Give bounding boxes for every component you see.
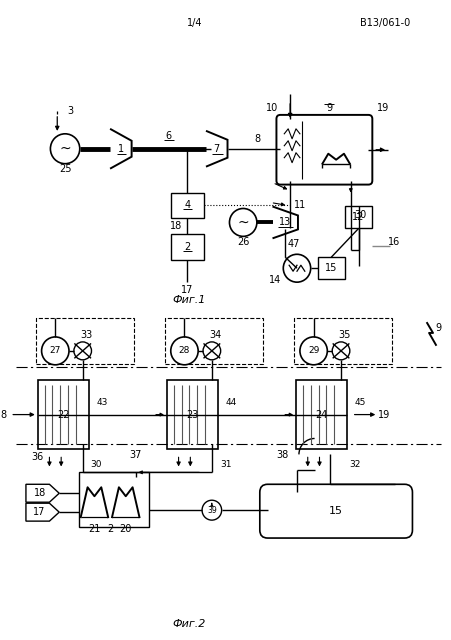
- Text: Фиг.1: Фиг.1: [172, 295, 206, 305]
- Text: 47: 47: [287, 239, 299, 250]
- Circle shape: [41, 337, 69, 365]
- Text: 24: 24: [314, 410, 327, 420]
- Text: 30: 30: [91, 460, 102, 469]
- Text: 30: 30: [354, 211, 366, 220]
- Text: 14: 14: [269, 275, 281, 285]
- Bar: [344, 207, 372, 228]
- Text: 9: 9: [435, 323, 441, 333]
- Text: 22: 22: [57, 410, 69, 420]
- Circle shape: [229, 209, 256, 236]
- Circle shape: [283, 254, 310, 282]
- Text: 38: 38: [276, 451, 288, 460]
- Text: 45: 45: [354, 398, 365, 407]
- Circle shape: [202, 342, 220, 360]
- Bar: [317, 257, 344, 279]
- Bar: [165, 318, 262, 364]
- Text: 28: 28: [179, 346, 190, 355]
- Bar: [294, 318, 391, 364]
- Text: 29: 29: [307, 346, 318, 355]
- Text: 15: 15: [328, 506, 342, 516]
- Text: 44: 44: [226, 398, 236, 407]
- Text: 2: 2: [107, 524, 113, 534]
- Text: 33: 33: [80, 330, 92, 340]
- FancyBboxPatch shape: [276, 115, 372, 184]
- Text: 39: 39: [207, 506, 216, 515]
- Text: 19: 19: [376, 103, 388, 113]
- Text: 10: 10: [266, 103, 278, 113]
- Text: 13: 13: [279, 218, 291, 227]
- Text: 31: 31: [219, 460, 231, 469]
- Text: 23: 23: [186, 410, 198, 420]
- Circle shape: [170, 337, 198, 365]
- Bar: [78, 472, 149, 527]
- Circle shape: [331, 342, 349, 360]
- Bar: [295, 380, 346, 449]
- Text: 1/4: 1/4: [186, 19, 202, 28]
- Text: 12: 12: [352, 212, 364, 223]
- Circle shape: [51, 134, 79, 164]
- Text: 11: 11: [293, 200, 305, 211]
- Text: 25: 25: [59, 164, 71, 173]
- Text: 43: 43: [97, 398, 108, 407]
- Text: 20: 20: [120, 524, 132, 534]
- Text: 3: 3: [67, 106, 73, 116]
- Text: 34: 34: [209, 330, 221, 340]
- Text: 35: 35: [338, 330, 350, 340]
- Text: 19: 19: [377, 410, 389, 420]
- Text: B13/061-0: B13/061-0: [359, 19, 409, 28]
- Text: 15: 15: [324, 263, 337, 273]
- Text: 32: 32: [348, 460, 359, 469]
- Circle shape: [299, 337, 327, 365]
- Bar: [170, 234, 203, 260]
- Circle shape: [202, 500, 221, 520]
- Text: 18: 18: [33, 488, 46, 499]
- Text: 16: 16: [387, 237, 399, 247]
- Bar: [166, 380, 217, 449]
- FancyBboxPatch shape: [259, 484, 411, 538]
- Text: 2: 2: [184, 243, 190, 252]
- Polygon shape: [26, 484, 59, 502]
- Text: 18: 18: [169, 221, 181, 232]
- Text: 17: 17: [181, 285, 193, 295]
- Text: 26: 26: [236, 237, 249, 247]
- Text: 9: 9: [326, 103, 331, 113]
- Text: 17: 17: [33, 507, 46, 517]
- Bar: [37, 380, 88, 449]
- Text: 7: 7: [213, 144, 219, 154]
- Polygon shape: [26, 503, 59, 521]
- Text: 1: 1: [118, 144, 124, 154]
- Text: Фиг.2: Фиг.2: [172, 619, 206, 628]
- Text: 27: 27: [50, 346, 61, 355]
- Text: 8: 8: [254, 134, 260, 144]
- Text: 36: 36: [32, 452, 44, 463]
- Text: ~: ~: [59, 141, 71, 156]
- Text: 4: 4: [184, 200, 190, 211]
- Text: 6: 6: [166, 131, 171, 141]
- Circle shape: [74, 342, 91, 360]
- Bar: [170, 193, 203, 218]
- Text: 8: 8: [0, 410, 6, 420]
- Text: 21: 21: [88, 524, 101, 534]
- Text: ~: ~: [237, 216, 249, 229]
- Text: 37: 37: [129, 451, 142, 460]
- Bar: [36, 318, 133, 364]
